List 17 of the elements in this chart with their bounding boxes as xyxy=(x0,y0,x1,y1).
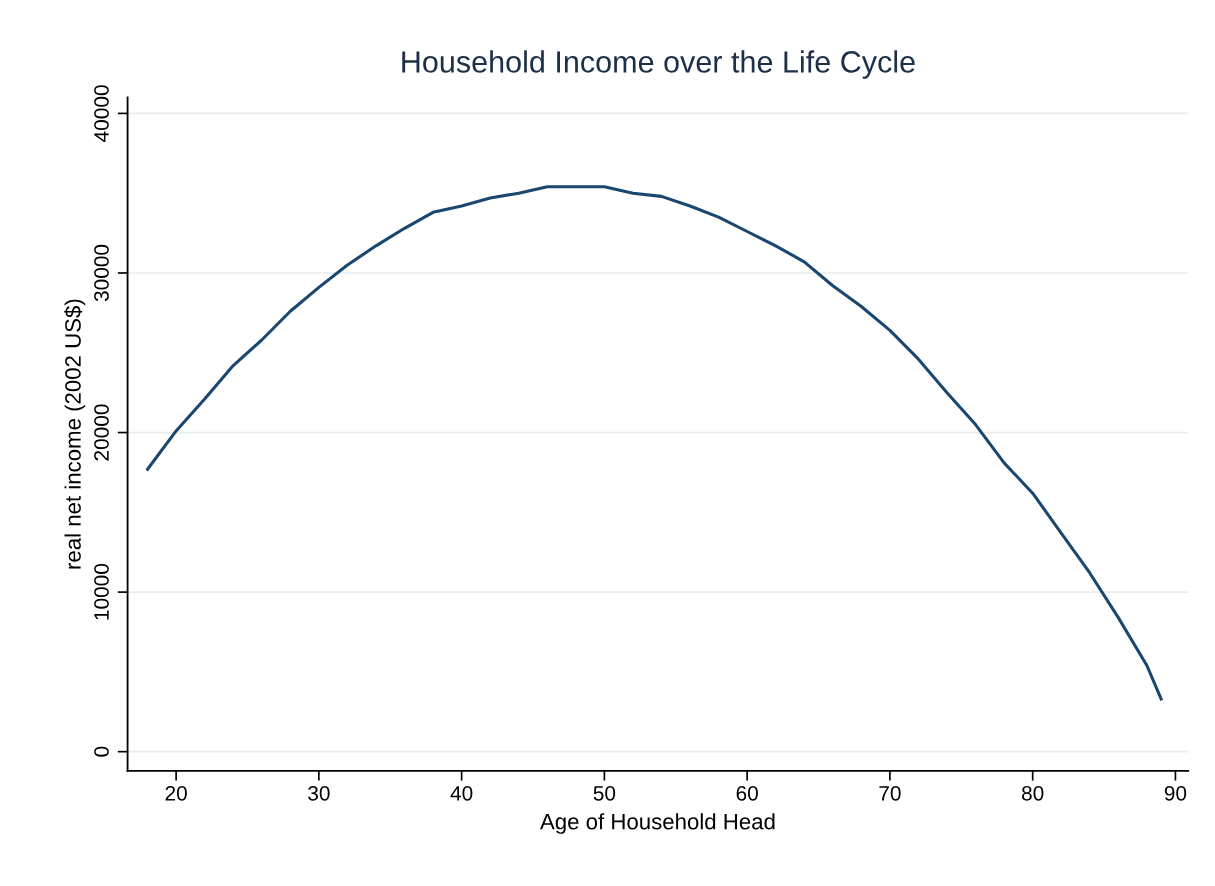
line-series xyxy=(146,185,1163,701)
x-tick-label: 60 xyxy=(736,785,758,801)
x-tick-label: 40 xyxy=(450,785,473,801)
y-tick-label: 0 xyxy=(94,746,109,757)
x-tick-label: 70 xyxy=(879,785,901,801)
y-axis-title: real net income (2002 US$) xyxy=(64,299,86,569)
y-tick-label: 20000 xyxy=(94,404,109,461)
x-axis-title: Age of Household Head xyxy=(539,813,775,834)
x-tick-label: 30 xyxy=(308,785,330,801)
x-tick-label: 80 xyxy=(1021,785,1044,801)
x-tick-label: 50 xyxy=(593,785,616,801)
x-tick-label: 90 xyxy=(1164,785,1187,801)
chart-title: Household Income over the Life Cycle xyxy=(402,50,915,79)
y-tick-label: 40000 xyxy=(94,85,109,142)
y-tick-label: 10000 xyxy=(94,563,109,620)
x-tick-label: 20 xyxy=(165,785,187,801)
y-tick-label: 30000 xyxy=(94,244,109,302)
